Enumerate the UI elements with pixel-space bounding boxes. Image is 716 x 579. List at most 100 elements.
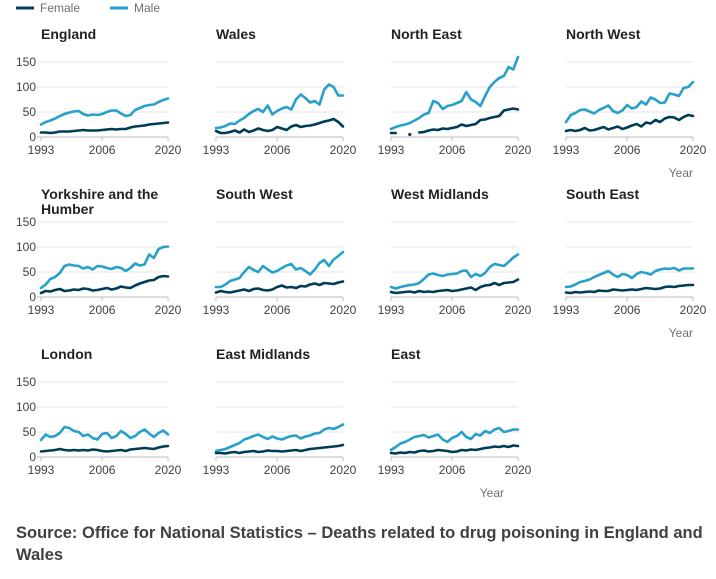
panel-title: England [41, 26, 96, 42]
x-tick-label: 2006 [264, 143, 291, 157]
female-series-line [39, 444, 170, 453]
panel-title: Humber [41, 201, 94, 217]
panel-title: North West [566, 26, 641, 42]
female-series-line [389, 444, 520, 455]
male-series-line [39, 425, 170, 442]
x-tick-label: 1993 [203, 143, 230, 157]
male-series-line [389, 55, 520, 131]
x-tick-label: 2006 [614, 303, 641, 317]
female-series-line [214, 280, 345, 294]
panel-wales: Wales 1993 2006 2020 [203, 26, 357, 157]
panel-title: South East [566, 186, 639, 202]
x-tick-label: 2006 [89, 303, 116, 317]
male-series-line [214, 83, 345, 130]
x-tick-label: 1993 [28, 303, 55, 317]
panel-title: South West [216, 186, 293, 202]
x-axis-title: Year [669, 326, 693, 340]
panel-title: Yorkshire and the [41, 186, 158, 202]
x-tick-label: 2006 [264, 303, 291, 317]
x-tick-label: 1993 [378, 303, 405, 317]
x-tick-label: 2006 [439, 143, 466, 157]
female-series-line [564, 113, 695, 133]
x-tick-label: 2020 [330, 143, 357, 157]
male-series-line [564, 80, 695, 124]
male-series-line [389, 253, 520, 290]
x-tick-label: 1993 [28, 463, 55, 477]
source-note: Source: Office for National Statistics –… [16, 524, 703, 564]
x-tick-label: 2020 [330, 463, 357, 477]
panel-south-west: South West 1993 2006 2020 [203, 186, 357, 317]
panel-title: East Midlands [216, 346, 310, 362]
panel-title: East [391, 346, 421, 362]
x-tick-label: 2020 [155, 303, 182, 317]
panel-london: London 0 50 100 150 1993 2006 2020 [16, 346, 182, 477]
x-tick-label: 2006 [264, 463, 291, 477]
y-tick-label: 50 [23, 425, 37, 439]
male-series-line [389, 426, 520, 452]
male-series-line [39, 245, 170, 290]
female-series-line [214, 443, 345, 455]
y-tick-label: 100 [16, 400, 36, 414]
female-series-point [408, 132, 412, 137]
x-tick-label: 2020 [155, 463, 182, 477]
x-tick-label: 2020 [330, 303, 357, 317]
male-series-line [214, 250, 345, 289]
x-tick-label: 1993 [553, 303, 580, 317]
male-series-line [39, 97, 170, 126]
female-series-line [39, 274, 170, 295]
panel-north-east: North East 1993 2006 2020 [378, 26, 532, 157]
panel-east-midlands: East Midlands 1993 2006 2020 [203, 346, 357, 477]
x-tick-label: 2020 [155, 143, 182, 157]
x-tick-label: 1993 [203, 463, 230, 477]
panel-title: West Midlands [391, 186, 489, 202]
female-series-line [564, 283, 695, 295]
x-tick-label: 2020 [505, 463, 532, 477]
y-tick-label: 100 [16, 240, 36, 254]
panel-west-midlands: West Midlands 1993 2006 2020 [378, 186, 532, 317]
y-tick-label: 50 [23, 265, 37, 279]
x-tick-label: 2020 [505, 143, 532, 157]
panel-england: England 0 50 100 150 1993 2006 2020 [16, 26, 182, 157]
y-tick-label: 150 [16, 215, 36, 229]
x-axis-title: Year [669, 166, 693, 180]
x-tick-label: 2006 [89, 463, 116, 477]
female-series-line [417, 107, 520, 134]
male-series-line [214, 423, 345, 453]
y-tick-label: 50 [23, 105, 37, 119]
female-series-line [389, 278, 520, 295]
panel-south-east: South East 1993 2006 2020 Year [553, 186, 707, 340]
y-tick-label: 150 [16, 375, 36, 389]
x-tick-label: 2020 [680, 143, 707, 157]
x-tick-label: 1993 [553, 143, 580, 157]
x-tick-label: 2020 [505, 303, 532, 317]
panel-title: North East [391, 26, 462, 42]
panel-title: London [41, 346, 92, 362]
panel-north-west: North West 1993 2006 2020 Year [553, 26, 707, 180]
female-series-line [39, 121, 170, 135]
female-series-line [214, 117, 345, 135]
x-tick-label: 1993 [378, 143, 405, 157]
y-tick-label: 0 [29, 290, 36, 304]
x-tick-label: 2020 [680, 303, 707, 317]
legend-label: Male [134, 1, 160, 15]
x-tick-label: 2006 [439, 463, 466, 477]
legend-label: Female [40, 1, 80, 15]
legend-item-female: Female [16, 1, 80, 15]
x-tick-label: 1993 [378, 463, 405, 477]
x-axis-title: Year [480, 486, 504, 500]
x-tick-label: 2006 [89, 143, 116, 157]
y-tick-label: 150 [16, 55, 36, 69]
y-tick-label: 100 [16, 80, 36, 94]
y-tick-label: 0 [29, 450, 36, 464]
x-tick-label: 1993 [28, 143, 55, 157]
panel-title: Wales [216, 26, 256, 42]
y-tick-label: 0 [29, 130, 36, 144]
x-tick-label: 1993 [203, 303, 230, 317]
x-tick-label: 2006 [439, 303, 466, 317]
male-series-line [564, 266, 695, 289]
x-tick-label: 2006 [614, 143, 641, 157]
legend-item-male: Male [110, 1, 160, 15]
